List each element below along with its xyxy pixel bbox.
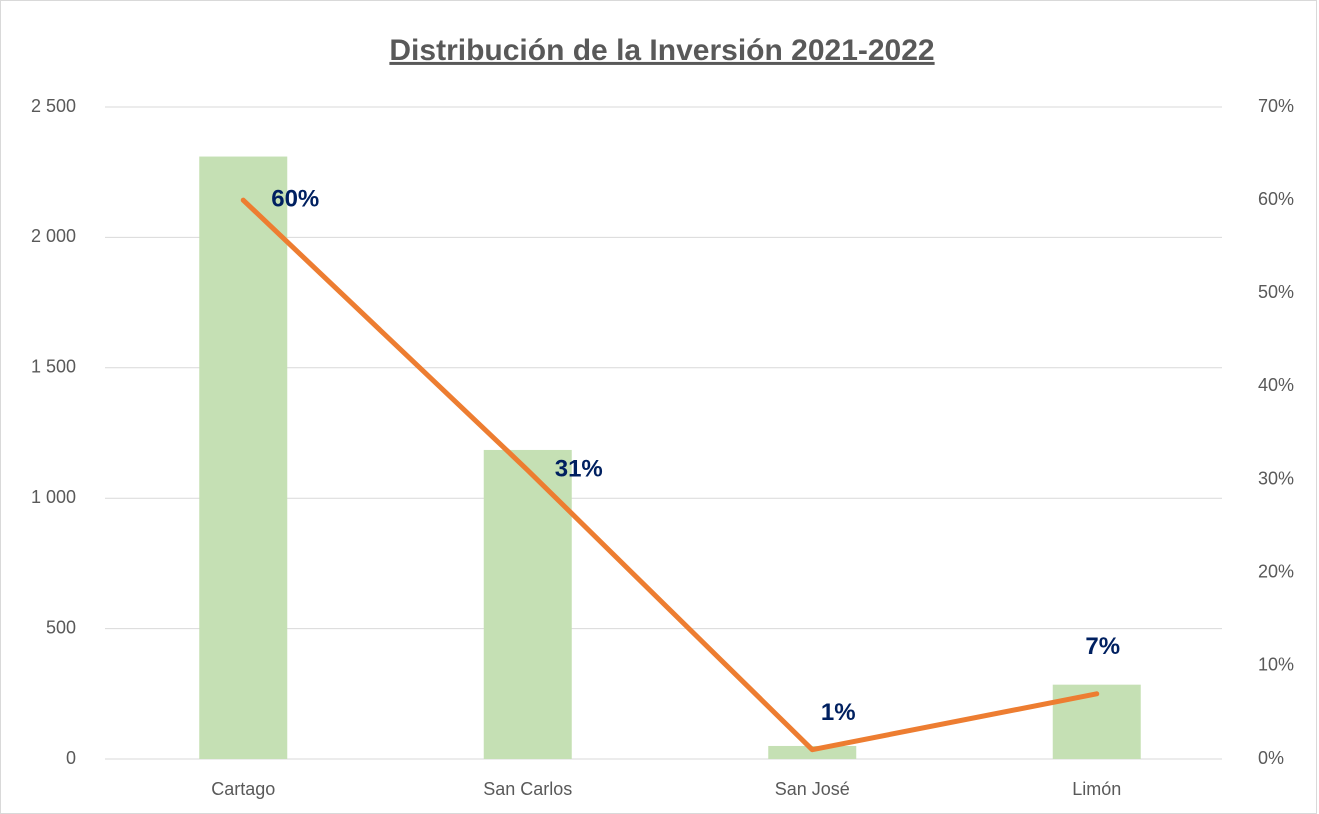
y-tick-label: 1 000 [31, 487, 76, 507]
data-label: 7% [1085, 633, 1120, 660]
y2-tick-label: 50% [1258, 282, 1294, 302]
y2-tick-label: 10% [1258, 655, 1294, 675]
data-label: 1% [821, 699, 856, 726]
y-tick-label: 0 [66, 748, 76, 768]
line [240, 197, 1100, 753]
y-tick-label: 500 [46, 617, 76, 637]
y2-tick-label: 30% [1258, 468, 1294, 488]
bar [768, 745, 857, 759]
x-tick-label: San José [775, 779, 850, 799]
x-tick-label: Cartago [211, 779, 275, 799]
y2-tick-label: 60% [1258, 189, 1294, 209]
y2-tick-label: 0% [1258, 748, 1284, 768]
y2-tick-label: 20% [1258, 561, 1294, 581]
bar [483, 449, 572, 759]
bar [199, 156, 288, 759]
y2-tick-label: 40% [1258, 375, 1294, 395]
data-label: 31% [555, 456, 603, 483]
y-tick-label: 2 000 [31, 226, 76, 246]
x-tick-label: Limón [1072, 779, 1121, 799]
chart-title: Distribución de la Inversión 2021-2022 [389, 34, 934, 67]
y-tick-label: 2 500 [31, 96, 76, 116]
y-tick-label: 1 500 [31, 357, 76, 377]
x-tick-label: San Carlos [483, 779, 572, 799]
y2-tick-label: 70% [1258, 96, 1294, 116]
data-label: 60% [271, 185, 319, 212]
